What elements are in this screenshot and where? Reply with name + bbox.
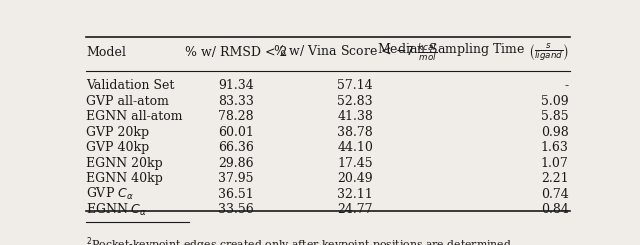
Text: 38.78: 38.78: [337, 126, 373, 139]
Text: 0.74: 0.74: [541, 188, 568, 201]
Text: % w/ RMSD < 2: % w/ RMSD < 2: [185, 46, 287, 59]
Text: 5.85: 5.85: [541, 110, 568, 123]
Text: 60.01: 60.01: [218, 126, 254, 139]
Text: EGNN 20kp: EGNN 20kp: [86, 157, 163, 170]
Text: 41.38: 41.38: [337, 110, 373, 123]
Text: 33.56: 33.56: [218, 203, 254, 216]
Text: 1.63: 1.63: [541, 141, 568, 154]
Text: GVP 40kp: GVP 40kp: [86, 141, 149, 154]
Text: Median Sampling Time $\left(\frac{s}{ligand}\right)$: Median Sampling Time $\left(\frac{s}{lig…: [376, 41, 568, 63]
Text: 37.95: 37.95: [218, 172, 254, 185]
Text: 52.83: 52.83: [337, 95, 373, 108]
Text: 36.51: 36.51: [218, 188, 254, 201]
Text: Validation Set: Validation Set: [86, 79, 174, 93]
Text: 44.10: 44.10: [337, 141, 373, 154]
Text: EGNN 40kp: EGNN 40kp: [86, 172, 163, 185]
Text: 24.77: 24.77: [337, 203, 373, 216]
Text: 32.11: 32.11: [337, 188, 373, 201]
Text: 2.21: 2.21: [541, 172, 568, 185]
Text: GVP $C_{\alpha}$: GVP $C_{\alpha}$: [86, 186, 134, 202]
Text: 57.14: 57.14: [337, 79, 373, 93]
Text: 91.34: 91.34: [218, 79, 254, 93]
Text: EGNN all-atom: EGNN all-atom: [86, 110, 182, 123]
Text: 66.36: 66.36: [218, 141, 254, 154]
Text: EGNN $C_{\alpha}$: EGNN $C_{\alpha}$: [86, 202, 147, 218]
Text: 17.45: 17.45: [337, 157, 373, 170]
Text: 0.98: 0.98: [541, 126, 568, 139]
Text: % w/ Vina Score < $-7\ \frac{kcal}{mol}$: % w/ Vina Score < $-7\ \frac{kcal}{mol}$: [273, 41, 437, 63]
Text: GVP all-atom: GVP all-atom: [86, 95, 169, 108]
Text: Model: Model: [86, 46, 126, 59]
Text: 0.84: 0.84: [541, 203, 568, 216]
Text: $^2$Pocket-keypoint edges created only after keypoint positions are determined.: $^2$Pocket-keypoint edges created only a…: [86, 235, 515, 245]
Text: 1.07: 1.07: [541, 157, 568, 170]
Text: GVP 20kp: GVP 20kp: [86, 126, 149, 139]
Text: 29.86: 29.86: [218, 157, 254, 170]
Text: -: -: [564, 79, 568, 93]
Text: 83.33: 83.33: [218, 95, 254, 108]
Text: 78.28: 78.28: [218, 110, 254, 123]
Text: 20.49: 20.49: [337, 172, 373, 185]
Text: 5.09: 5.09: [541, 95, 568, 108]
